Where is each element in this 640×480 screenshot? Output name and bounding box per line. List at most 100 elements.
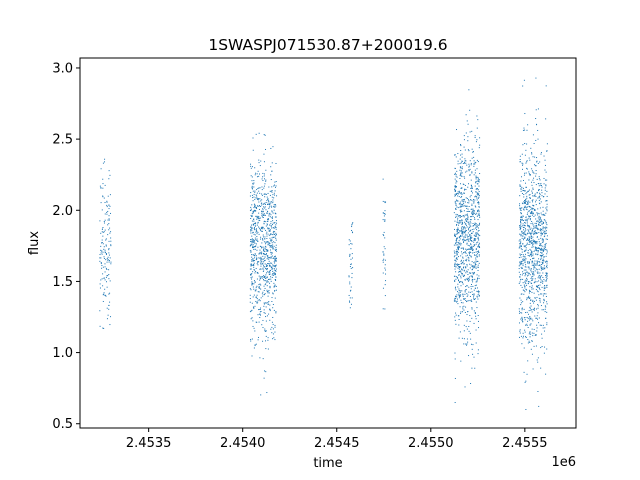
data-point bbox=[528, 190, 530, 192]
data-point bbox=[251, 284, 253, 286]
data-point bbox=[537, 291, 539, 293]
data-point bbox=[472, 265, 474, 267]
data-point bbox=[108, 254, 110, 256]
data-point bbox=[470, 208, 472, 210]
data-point bbox=[546, 179, 548, 181]
data-point bbox=[259, 251, 261, 253]
data-point bbox=[467, 136, 469, 138]
data-point bbox=[262, 227, 264, 229]
data-point bbox=[542, 214, 544, 216]
data-point bbox=[543, 248, 545, 250]
data-point bbox=[524, 319, 526, 321]
data-point bbox=[541, 214, 543, 216]
data-point bbox=[265, 348, 267, 350]
data-point bbox=[256, 217, 258, 219]
data-point bbox=[460, 360, 462, 362]
data-point bbox=[541, 255, 543, 257]
data-point bbox=[271, 246, 273, 248]
x-tick-label: 2.4545 bbox=[314, 436, 360, 451]
data-point bbox=[478, 181, 480, 183]
data-point bbox=[461, 311, 463, 313]
data-point bbox=[257, 314, 259, 316]
data-point bbox=[522, 256, 524, 258]
data-point bbox=[470, 164, 472, 166]
data-point bbox=[535, 173, 537, 175]
data-point bbox=[519, 203, 521, 205]
data-point bbox=[478, 294, 480, 296]
data-point bbox=[255, 300, 257, 302]
data-point bbox=[528, 216, 530, 218]
data-point bbox=[527, 266, 529, 268]
data-point bbox=[272, 257, 274, 259]
data-point bbox=[261, 230, 263, 232]
data-point bbox=[460, 167, 462, 169]
data-point bbox=[110, 212, 112, 214]
data-point bbox=[458, 243, 460, 245]
data-point bbox=[273, 264, 275, 266]
data-point bbox=[476, 183, 478, 185]
data-point bbox=[475, 257, 477, 259]
data-point bbox=[536, 221, 538, 223]
data-point bbox=[255, 245, 257, 247]
data-point bbox=[458, 324, 460, 326]
data-point bbox=[536, 281, 538, 283]
data-point bbox=[352, 267, 354, 269]
data-point bbox=[476, 127, 478, 129]
data-point bbox=[254, 223, 256, 225]
data-point bbox=[538, 241, 540, 243]
data-point bbox=[478, 277, 480, 279]
data-point bbox=[464, 386, 466, 388]
data-point bbox=[522, 321, 524, 323]
data-point bbox=[474, 254, 476, 256]
data-point bbox=[471, 300, 473, 302]
data-point bbox=[537, 286, 539, 288]
data-point bbox=[256, 198, 258, 200]
data-point bbox=[469, 332, 471, 334]
y-axis-label: flux bbox=[27, 231, 42, 255]
data-point bbox=[542, 282, 544, 284]
data-point bbox=[456, 296, 458, 298]
data-point bbox=[521, 230, 523, 232]
data-point bbox=[267, 291, 269, 292]
data-point bbox=[458, 274, 460, 276]
data-point bbox=[250, 310, 252, 312]
data-point bbox=[262, 213, 264, 215]
data-point bbox=[272, 212, 274, 214]
data-point bbox=[461, 200, 463, 202]
data-point bbox=[465, 286, 467, 288]
data-point bbox=[519, 297, 521, 299]
data-point bbox=[384, 248, 386, 250]
data-point bbox=[107, 259, 109, 261]
data-point bbox=[260, 310, 262, 312]
data-point bbox=[465, 272, 467, 274]
data-point bbox=[474, 261, 476, 263]
data-point bbox=[260, 200, 262, 202]
data-point bbox=[467, 280, 469, 282]
data-point bbox=[271, 274, 273, 276]
data-point bbox=[454, 259, 456, 261]
data-point bbox=[530, 299, 532, 301]
data-point bbox=[526, 373, 528, 375]
data-point bbox=[461, 220, 463, 222]
data-point bbox=[254, 209, 256, 211]
data-point bbox=[271, 190, 273, 192]
data-point bbox=[475, 318, 477, 320]
data-point bbox=[465, 248, 467, 250]
data-point bbox=[270, 240, 272, 242]
data-point bbox=[473, 239, 475, 241]
data-point bbox=[274, 279, 276, 281]
data-point bbox=[528, 310, 530, 312]
data-point bbox=[252, 260, 254, 262]
data-point bbox=[541, 233, 543, 235]
data-point bbox=[464, 149, 466, 151]
data-point bbox=[254, 205, 256, 207]
data-point bbox=[478, 246, 480, 248]
data-point bbox=[534, 315, 536, 317]
data-point bbox=[352, 232, 354, 234]
data-point bbox=[351, 257, 353, 259]
data-point bbox=[454, 252, 456, 254]
data-point bbox=[272, 206, 274, 208]
data-point bbox=[531, 184, 533, 186]
data-point bbox=[477, 210, 479, 212]
data-point bbox=[108, 223, 110, 225]
